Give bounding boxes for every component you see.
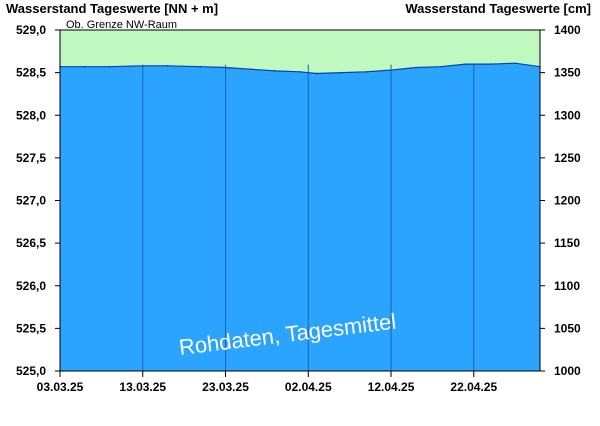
right-tick-label: 1300 xyxy=(554,108,581,122)
data-point xyxy=(84,65,86,68)
x-tick-label: 22.04.25 xyxy=(450,380,497,394)
data-point xyxy=(489,63,492,65)
x-tick-label: 02.04.25 xyxy=(285,380,332,394)
upper-limit-annotation: Ob. Grenze NW-Raum xyxy=(66,19,177,31)
left-tick-label: 528,0 xyxy=(16,108,46,122)
x-tick-label: 03.03.25 xyxy=(37,380,84,394)
left-tick-label: 527,5 xyxy=(16,151,46,165)
data-point xyxy=(108,65,111,68)
x-tick-label: 23.03.25 xyxy=(202,380,249,394)
left-tick-label: 527,0 xyxy=(16,194,46,208)
right-tick-label: 1400 xyxy=(554,23,581,37)
right-tick-label: 1100 xyxy=(554,279,580,293)
left-axis-title: Wasserstand Tageswerte [NN + m] xyxy=(6,1,218,16)
right-tick-label: 1000 xyxy=(554,364,581,378)
right-axis-title: Wasserstand Tageswerte [cm] xyxy=(405,1,591,16)
axes: 529,0 528,5 528,0 527,5 527,0 526,5 526,0 525,5… xyxy=(16,23,581,394)
left-tick-label: 529,0 xyxy=(16,23,46,37)
left-tick-label: 526,5 xyxy=(16,236,46,250)
data-point xyxy=(274,70,276,72)
right-tick-label: 1200 xyxy=(554,194,581,208)
water-level-area xyxy=(60,63,540,371)
data-point xyxy=(439,65,442,68)
data-point xyxy=(315,72,318,75)
data-point xyxy=(514,62,516,65)
data-point xyxy=(415,66,417,69)
data-point xyxy=(166,65,169,67)
plot-area xyxy=(59,30,541,371)
data-point xyxy=(340,71,343,74)
data-point xyxy=(249,68,252,71)
data-point xyxy=(299,70,301,73)
data-point xyxy=(464,63,467,65)
right-tick-label: 1050 xyxy=(554,321,581,335)
left-tick-label: 528,5 xyxy=(16,66,46,80)
left-tick-label: 525,0 xyxy=(16,364,46,378)
left-tick-label: 525,5 xyxy=(16,321,46,335)
left-tick-label: 526,0 xyxy=(16,279,46,293)
right-tick-label: 1350 xyxy=(554,66,581,80)
data-point xyxy=(199,65,202,68)
data-point xyxy=(365,70,368,73)
x-tick-label: 12.04.25 xyxy=(368,380,415,394)
right-tick-label: 1250 xyxy=(554,151,581,165)
right-tick-label: 1150 xyxy=(554,236,580,250)
x-tick-label: 13.03.25 xyxy=(119,380,166,394)
